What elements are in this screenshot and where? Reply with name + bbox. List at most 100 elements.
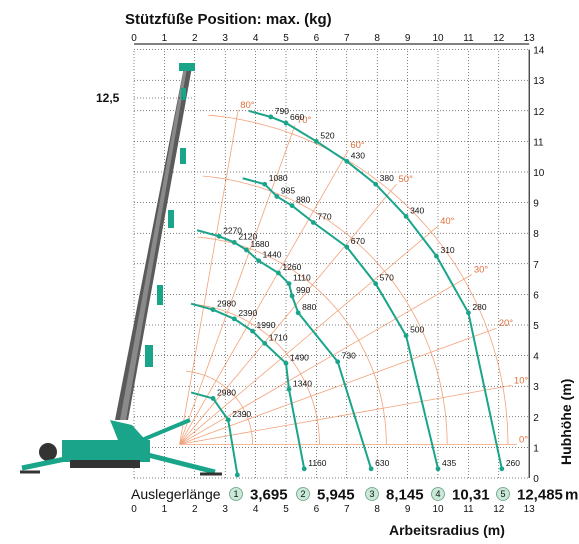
load-value: 1110 <box>293 273 311 283</box>
load-point <box>225 417 231 423</box>
load-curves: 2980239029802390199017101490134011602270… <box>190 106 520 478</box>
x-tick-label-bottom: 4 <box>253 504 259 515</box>
load-value: 340 <box>410 205 424 215</box>
load-point <box>289 293 295 299</box>
load-point <box>435 466 441 472</box>
load-point <box>250 328 255 334</box>
load-value: 770 <box>317 211 331 221</box>
load-point <box>256 258 262 264</box>
load-value: 280 <box>472 302 486 312</box>
boom-length-value: 12,485 <box>517 487 563 504</box>
load-value: 660 <box>290 112 304 122</box>
y-tick-label: 11 <box>533 137 544 148</box>
load-value: 880 <box>302 302 316 312</box>
load-value: 1080 <box>269 173 288 183</box>
load-point <box>210 307 216 313</box>
y-tick-label: 2 <box>533 413 539 424</box>
y-tick-label: 6 <box>533 290 539 301</box>
angle-label: 80° <box>240 100 255 111</box>
load-point <box>373 281 379 287</box>
load-value: 1490 <box>290 352 309 362</box>
range-arc <box>185 370 253 445</box>
x-tick-label-top: 7 <box>344 33 350 44</box>
load-value: 310 <box>440 245 454 255</box>
angle-label: 70° <box>297 115 312 126</box>
x-tick-label-bottom: 0 <box>131 504 137 515</box>
load-value: 2120 <box>238 231 257 241</box>
load-value: 670 <box>351 236 365 246</box>
boom-length-unit: m <box>565 487 578 504</box>
load-point <box>231 316 237 322</box>
boom-length-index: 1 <box>233 489 238 499</box>
load-value: 2390 <box>232 409 251 419</box>
load-value: 2390 <box>238 308 257 318</box>
x-tick-label-top: 10 <box>432 33 444 44</box>
boom-length-badge <box>296 487 310 501</box>
angle-line <box>179 125 296 445</box>
load-value: 1340 <box>293 378 312 388</box>
load-value: 520 <box>320 130 334 140</box>
boom-length-index: 5 <box>500 489 505 499</box>
angle-label: 40° <box>440 216 455 227</box>
y-tick-label: 9 <box>533 199 539 210</box>
load-point <box>286 281 292 287</box>
y-tick-label: 8 <box>533 229 539 240</box>
y-tick-label: 13 <box>533 76 545 87</box>
boom-length-badge <box>431 487 445 501</box>
load-value: 630 <box>375 458 389 468</box>
x-tick-label-top: 2 <box>192 33 198 44</box>
x-tick-label-bottom: 12 <box>493 504 505 515</box>
y-tick-label: 7 <box>533 260 539 271</box>
load-value: 570 <box>380 273 394 283</box>
boom-length-index: 4 <box>435 489 440 499</box>
boom-length-value: 3,695 <box>250 487 288 504</box>
crane-boom <box>115 63 195 420</box>
load-point <box>268 114 274 120</box>
y-tick-label: 0 <box>533 474 539 485</box>
load-point <box>314 139 319 144</box>
height-marker: 12,5 <box>96 91 192 105</box>
boom-length-badge <box>496 487 510 501</box>
load-value: 730 <box>342 351 356 361</box>
x-tick-label-top: 4 <box>253 33 259 44</box>
x-tick-label-bottom: 2 <box>192 504 198 515</box>
boom-length-badge <box>229 487 243 501</box>
boom-length-value: 5,945 <box>317 487 355 504</box>
x-tick-label-bottom: 9 <box>405 504 411 515</box>
load-point <box>231 239 237 245</box>
y-tick-label: 12 <box>533 107 545 118</box>
boom-length-badge <box>365 487 379 501</box>
angle-label: 0° <box>519 434 528 445</box>
angle-label: 60° <box>350 140 365 151</box>
x-tick-label-top: 8 <box>374 33 380 44</box>
load-point <box>283 360 289 366</box>
y-tick-label: 3 <box>533 382 539 393</box>
x-tick-label-top: 12 <box>493 33 505 44</box>
x-tick-label-top: 0 <box>131 33 137 44</box>
x-tick-label-bottom: 6 <box>314 504 320 515</box>
load-point <box>295 310 301 316</box>
x-tick-label-bottom: 7 <box>344 504 350 515</box>
boom-length-value: 10,31 <box>452 487 490 504</box>
load-point <box>210 396 216 401</box>
x-tick-label-bottom: 11 <box>463 504 474 515</box>
boom-length-value: 8,145 <box>386 487 424 504</box>
load-value: 2980 <box>217 299 236 309</box>
load-point <box>244 247 249 253</box>
load-point <box>368 466 374 472</box>
load-point <box>499 466 505 472</box>
load-value: 1260 <box>282 262 301 272</box>
angle-label: 50° <box>399 174 414 185</box>
grid <box>133 49 530 479</box>
y-tick-label: 14 <box>533 46 545 57</box>
load-value: 1680 <box>250 239 269 249</box>
load-value: 430 <box>351 150 365 160</box>
x-axis-label: Arbeitsradius (m) <box>389 522 505 538</box>
load-value: 1440 <box>263 250 282 260</box>
x-tick-label-top: 6 <box>314 33 320 44</box>
crane-body <box>20 418 222 476</box>
load-value: 260 <box>506 458 520 468</box>
load-point <box>286 386 292 392</box>
load-value: 2270 <box>223 225 242 235</box>
range-arc <box>208 114 509 445</box>
